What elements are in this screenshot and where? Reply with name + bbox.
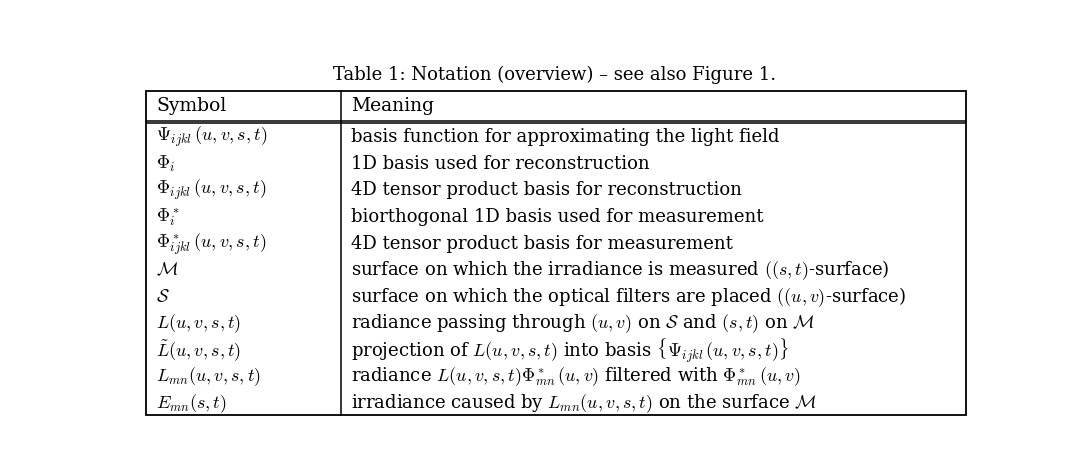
Text: $\mathcal{S}$: $\mathcal{S}$ xyxy=(156,288,170,306)
Text: 4D tensor product basis for reconstruction: 4D tensor product basis for reconstructi… xyxy=(351,181,742,199)
Text: surface on which the optical filters are placed $((u,v)$-surface): surface on which the optical filters are… xyxy=(351,285,906,309)
Bar xyxy=(146,91,966,414)
Text: Table 1: Notation (overview) – see also Figure 1.: Table 1: Notation (overview) – see also … xyxy=(334,66,777,84)
Text: $\Phi_i^*$: $\Phi_i^*$ xyxy=(156,206,180,228)
Text: $\Phi_i$: $\Phi_i$ xyxy=(156,153,175,174)
Text: Meaning: Meaning xyxy=(351,97,433,115)
Text: $E_{mn}(s,t)$: $E_{mn}(s,t)$ xyxy=(156,392,227,415)
Text: Symbol: Symbol xyxy=(156,97,226,115)
Text: surface on which the irradiance is measured $((s,t)$-surface): surface on which the irradiance is measu… xyxy=(351,259,889,282)
Text: $\Psi_{ijkl}\,(u,v,s,t)$: $\Psi_{ijkl}\,(u,v,s,t)$ xyxy=(156,125,268,149)
Text: $\Phi_{ijkl}\,(u,v,s,t)$: $\Phi_{ijkl}\,(u,v,s,t)$ xyxy=(156,178,266,202)
Text: irradiance caused by $L_{mn}(u,v,s,t)$ on the surface $\mathcal{M}$: irradiance caused by $L_{mn}(u,v,s,t)$ o… xyxy=(351,392,817,415)
Text: 1D basis used for reconstruction: 1D basis used for reconstruction xyxy=(351,154,650,173)
Text: radiance $L(u,v,s,t)\Phi^*_{mn}\,(u,v)$ filtered with $\Phi^*_{mn}\,(u,v)$: radiance $L(u,v,s,t)\Phi^*_{mn}\,(u,v)$ … xyxy=(351,366,800,388)
Text: $\tilde{L}(u,v,s,t)$: $\tilde{L}(u,v,s,t)$ xyxy=(156,338,242,363)
Text: $L_{mn}(u,v,s,t)$: $L_{mn}(u,v,s,t)$ xyxy=(156,366,261,388)
Text: radiance passing through $(u,v)$ on $\mathcal{S}$ and $(s,t)$ on $\mathcal{M}$: radiance passing through $(u,v)$ on $\ma… xyxy=(351,312,814,335)
Text: biorthogonal 1D basis used for measurement: biorthogonal 1D basis used for measureme… xyxy=(351,208,764,226)
Text: $\Phi^*_{ijkl}\,(u,v,s,t)$: $\Phi^*_{ijkl}\,(u,v,s,t)$ xyxy=(156,231,266,256)
Text: projection of $L(u,v,s,t)$ into basis $\{\Psi_{ijkl}\,(u,v,s,t)\}$: projection of $L(u,v,s,t)$ into basis $\… xyxy=(351,336,788,364)
Text: 4D tensor product basis for measurement: 4D tensor product basis for measurement xyxy=(351,235,732,253)
Text: $L(u,v,s,t)$: $L(u,v,s,t)$ xyxy=(156,312,242,335)
Text: basis function for approximating the light field: basis function for approximating the lig… xyxy=(351,128,779,146)
Text: $\mathcal{M}$: $\mathcal{M}$ xyxy=(156,261,179,279)
